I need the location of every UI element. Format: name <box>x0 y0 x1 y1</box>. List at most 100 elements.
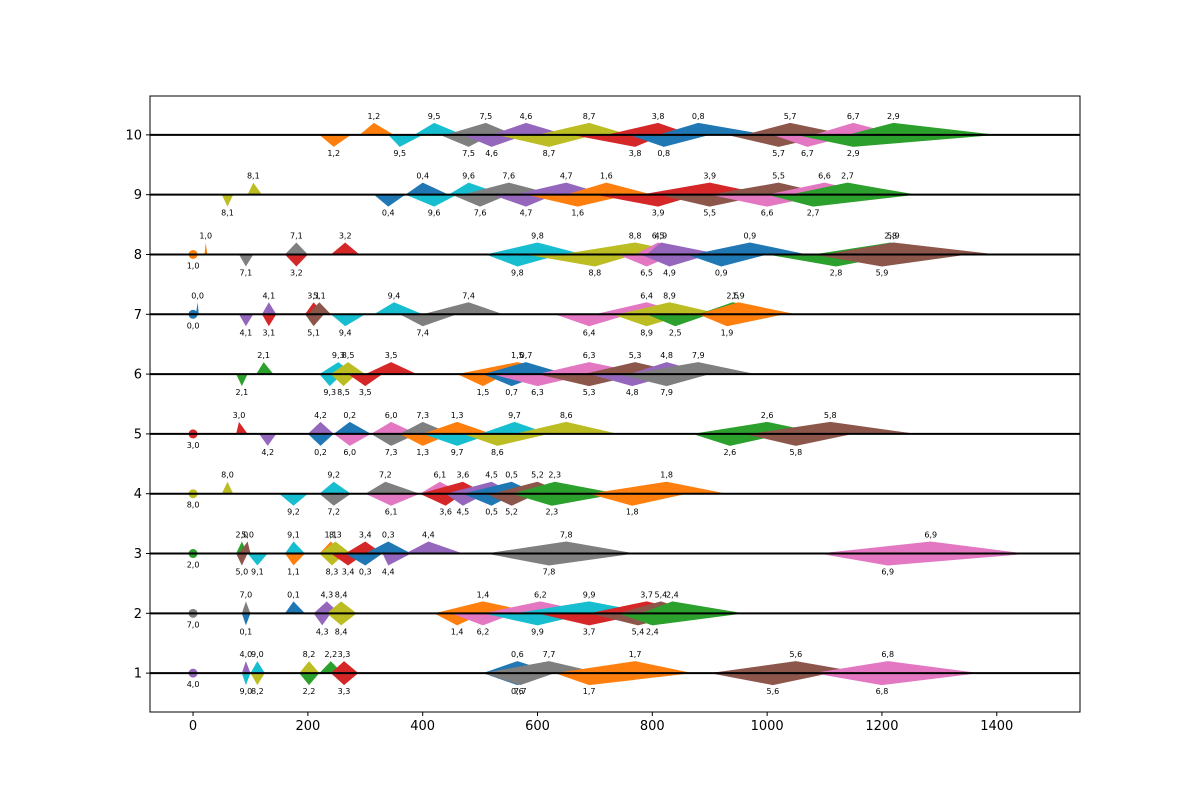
mark-label: 0,3 <box>359 568 372 577</box>
triangle-mark <box>330 314 366 327</box>
triangle-mark <box>373 302 423 315</box>
mark-label: 8,5 <box>342 351 355 360</box>
mark-label: 4,2 <box>261 448 274 457</box>
y-tick-label: 4 <box>134 487 142 502</box>
mark-label: 9,4 <box>388 291 401 300</box>
mark-label: 7,1 <box>290 231 303 240</box>
mark-label: 8,5 <box>337 388 350 397</box>
mark-label: 5,4 <box>632 627 645 636</box>
mark-label: 7,4 <box>462 291 475 300</box>
triangle-mark <box>646 242 722 255</box>
mark-label: 3,1 <box>262 328 275 337</box>
triangle-mark <box>629 362 756 375</box>
triangle-mark <box>250 661 265 674</box>
mark-label: 0,5 <box>505 471 518 480</box>
mark-label: 8,4 <box>335 627 348 636</box>
triangle-mark <box>554 314 630 327</box>
mark-label: 2,4 <box>646 627 659 636</box>
triangle-mark <box>238 254 254 267</box>
mark-label: 4,8 <box>660 351 673 360</box>
triangle-mark <box>284 541 305 554</box>
triangle-mark <box>204 242 208 255</box>
mark-label: 9,1 <box>251 568 264 577</box>
triangle-mark <box>485 254 561 267</box>
mark-label: 3,2 <box>339 231 352 240</box>
triangle-mark <box>330 374 357 387</box>
mark-label: 1,3 <box>451 411 464 420</box>
mark-label: 0,8 <box>692 112 705 121</box>
mark-label: 5,3 <box>629 351 642 360</box>
triangle-mark <box>491 122 567 135</box>
triangle-mark <box>526 194 630 207</box>
mark-label: 9,8 <box>511 268 524 277</box>
mark-label: 2,6 <box>761 411 774 420</box>
mark-label: 8,8 <box>629 231 642 240</box>
mark-label: 2,4 <box>666 590 679 599</box>
x-tick-label: 1000 <box>751 719 784 734</box>
triangle-mark <box>405 194 458 207</box>
mark-label: 6,0 <box>343 448 356 457</box>
triangle-mark <box>818 541 1026 554</box>
triangle-mark <box>422 302 504 315</box>
x-tick-label: 600 <box>525 719 550 734</box>
triangle-mark <box>241 613 251 626</box>
mark-label: 9,0 <box>251 650 264 659</box>
mark-label: 2,1 <box>235 388 248 397</box>
mark-label: 9,2 <box>327 471 340 480</box>
mark-label: 1,4 <box>477 590 490 599</box>
mark-label: 5,5 <box>772 172 785 181</box>
triangle-mark <box>617 613 745 626</box>
triangle-mark <box>359 122 394 135</box>
triangle-mark <box>279 493 308 506</box>
mark-label: 4,7 <box>520 209 533 218</box>
triangle-mark <box>617 374 710 387</box>
mark-label: 7,3 <box>416 411 429 420</box>
level-lines <box>150 133 1080 675</box>
triangle-mark <box>482 673 555 686</box>
mark-label: 1,1 <box>324 531 337 540</box>
triangle-mark <box>330 362 366 375</box>
mark-label: 4,1 <box>262 291 275 300</box>
mark-label: 7,6 <box>502 172 515 181</box>
triangle-mark <box>221 481 234 494</box>
triangle-mark <box>373 194 406 207</box>
mark-label: 5,9 <box>876 268 889 277</box>
triangle-mark <box>646 314 710 327</box>
mark-label: 3,8 <box>652 112 665 121</box>
mark-label: 1,9 <box>721 328 734 337</box>
mark-label: 6,9 <box>924 531 937 540</box>
triangle-mark <box>365 541 412 554</box>
mark-label: 7,5 <box>462 149 475 158</box>
triangle-mark <box>284 254 308 267</box>
mark-label: 6,3 <box>531 388 544 397</box>
mark-label: 2,7 <box>841 172 854 181</box>
mark-label: 3,6 <box>439 508 452 517</box>
triangle-mark <box>261 314 277 327</box>
triangle-mark <box>259 433 277 446</box>
mark-label: 7,6 <box>474 209 487 218</box>
mark-label: 8,9 <box>640 328 653 337</box>
mark-label: 1,7 <box>583 687 596 696</box>
mark-label: 8,3 <box>326 568 339 577</box>
mark-label: 2,0 <box>235 531 248 540</box>
mark-label: 1,1 <box>287 568 300 577</box>
triangle-mark <box>709 661 865 674</box>
mark-label: 3,9 <box>703 172 716 181</box>
triangle-mark <box>236 421 248 434</box>
triangle-mark <box>511 493 618 506</box>
mark-label: 0,9 <box>744 231 757 240</box>
mark-label: 5,1 <box>313 291 326 300</box>
mark-label: 5,7 <box>784 112 797 121</box>
mark-label: 8,6 <box>560 411 573 420</box>
mark-label: 6,4 <box>583 328 596 337</box>
triangle-mark <box>365 481 420 494</box>
triangle-mark <box>767 194 917 207</box>
triangle-mark <box>422 421 492 434</box>
mark-label: 1,6 <box>571 209 584 218</box>
y-tick-label: 5 <box>134 427 142 442</box>
mark-label: 0,6 <box>511 650 524 659</box>
mark-label: 8,7 <box>583 112 596 121</box>
triangle-mark <box>462 433 549 446</box>
mark-label: 3,5 <box>385 351 398 360</box>
x-tick-label: 0 <box>189 719 197 734</box>
